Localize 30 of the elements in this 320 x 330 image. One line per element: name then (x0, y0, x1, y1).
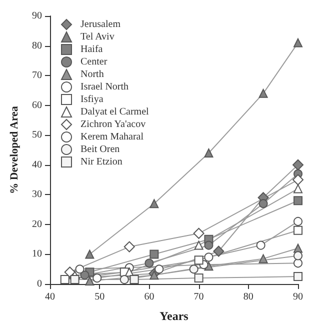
x-tick-label: 50 (94, 292, 105, 302)
y-tick-label: 10 (32, 248, 42, 260)
legend-label: Isfiya (80, 94, 104, 105)
legend-label: Jerusalem (80, 19, 121, 30)
legend-label: Haifa (80, 44, 104, 55)
y-tick-label: 40 (32, 159, 42, 170)
legend-label: Center (80, 56, 108, 68)
x-tick-label: 60 (144, 292, 154, 302)
legend-label: Beit Oren (80, 144, 120, 155)
legend-label: Nir Etzion (80, 156, 122, 168)
y-tick-label: 70 (32, 70, 42, 82)
legend-label: Tel Aviv (80, 32, 114, 42)
y-axis-title: % Developed Area (8, 106, 20, 194)
x-axis-title: Years (160, 309, 189, 323)
legend-label: North (80, 69, 104, 80)
y-tick-label: 50 (32, 130, 42, 141)
x-tick-label: 40 (45, 292, 55, 302)
y-tick-label: 30 (32, 189, 42, 200)
legend-label: Zichron Ya'acov (80, 119, 146, 130)
x-tick-label: 70 (194, 292, 204, 302)
legend-label: Dalyat el Carmel (80, 106, 150, 118)
legend-label: Israel North (80, 82, 129, 92)
y-tick-label: 60 (32, 100, 42, 111)
x-tick-label: 90 (293, 292, 303, 302)
x-tick-label: 80 (243, 292, 254, 302)
legend-label: Kerem Maharal (80, 132, 144, 142)
y-tick-label: 20 (32, 218, 42, 230)
y-tick-label: 80 (32, 40, 42, 52)
y-tick-label: 90 (32, 10, 42, 22)
y-tick-label: 0 (37, 278, 42, 290)
